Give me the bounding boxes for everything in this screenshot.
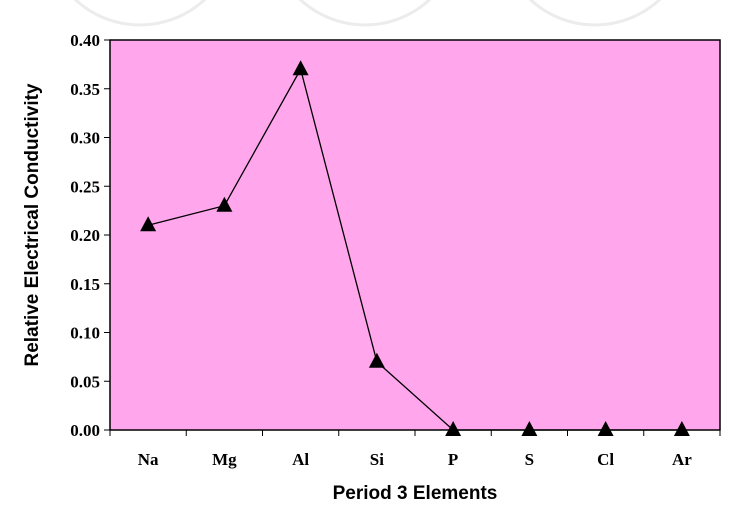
x-tick-label: Ar — [672, 450, 692, 469]
data-point-marker — [140, 216, 157, 232]
y-tick-label: 0.40 — [70, 31, 100, 50]
y-axis-title: Relative Electrical Conductivity — [22, 83, 43, 366]
x-axis-title: Period 3 Elements — [333, 483, 498, 504]
data-point-marker — [216, 196, 233, 212]
data-point-marker — [445, 421, 462, 436]
data-point-marker — [673, 421, 690, 436]
x-tick-label: S — [525, 450, 534, 469]
y-tick-label: 0.30 — [70, 129, 100, 148]
data-point-marker — [597, 421, 614, 436]
x-tick-label: Na — [138, 450, 159, 469]
y-tick-label: 0.35 — [70, 80, 100, 99]
y-tick-label: 0.00 — [70, 421, 100, 440]
x-tick-label: Al — [292, 450, 309, 469]
background-decoration — [0, 0, 750, 30]
background-arcs — [73, 0, 662, 27]
x-tick-label: Cl — [597, 450, 614, 469]
series-line — [147, 67, 682, 431]
series-markers — [140, 60, 690, 436]
y-tick-label: 0.10 — [70, 324, 100, 343]
y-tick-label: 0.05 — [70, 372, 100, 391]
data-point-marker — [521, 421, 538, 436]
y-axis-ticks: 0.00 0.05 0.10 0.15 0.20 0.25 0.30 0.35 0.40 — [70, 31, 110, 440]
data-point-marker — [368, 352, 385, 368]
data-point-marker — [292, 60, 309, 76]
x-tick-label: P — [448, 450, 458, 469]
y-tick-label: 0.25 — [70, 177, 100, 196]
x-tick-label: Si — [370, 450, 384, 469]
y-tick-label: 0.20 — [70, 226, 100, 245]
x-tick-label: Mg — [212, 450, 237, 469]
y-tick-label: 0.15 — [70, 275, 100, 294]
x-axis-ticks: Na Mg Al Si P S Cl Ar — [109, 430, 721, 469]
plot-area — [109, 39, 721, 431]
